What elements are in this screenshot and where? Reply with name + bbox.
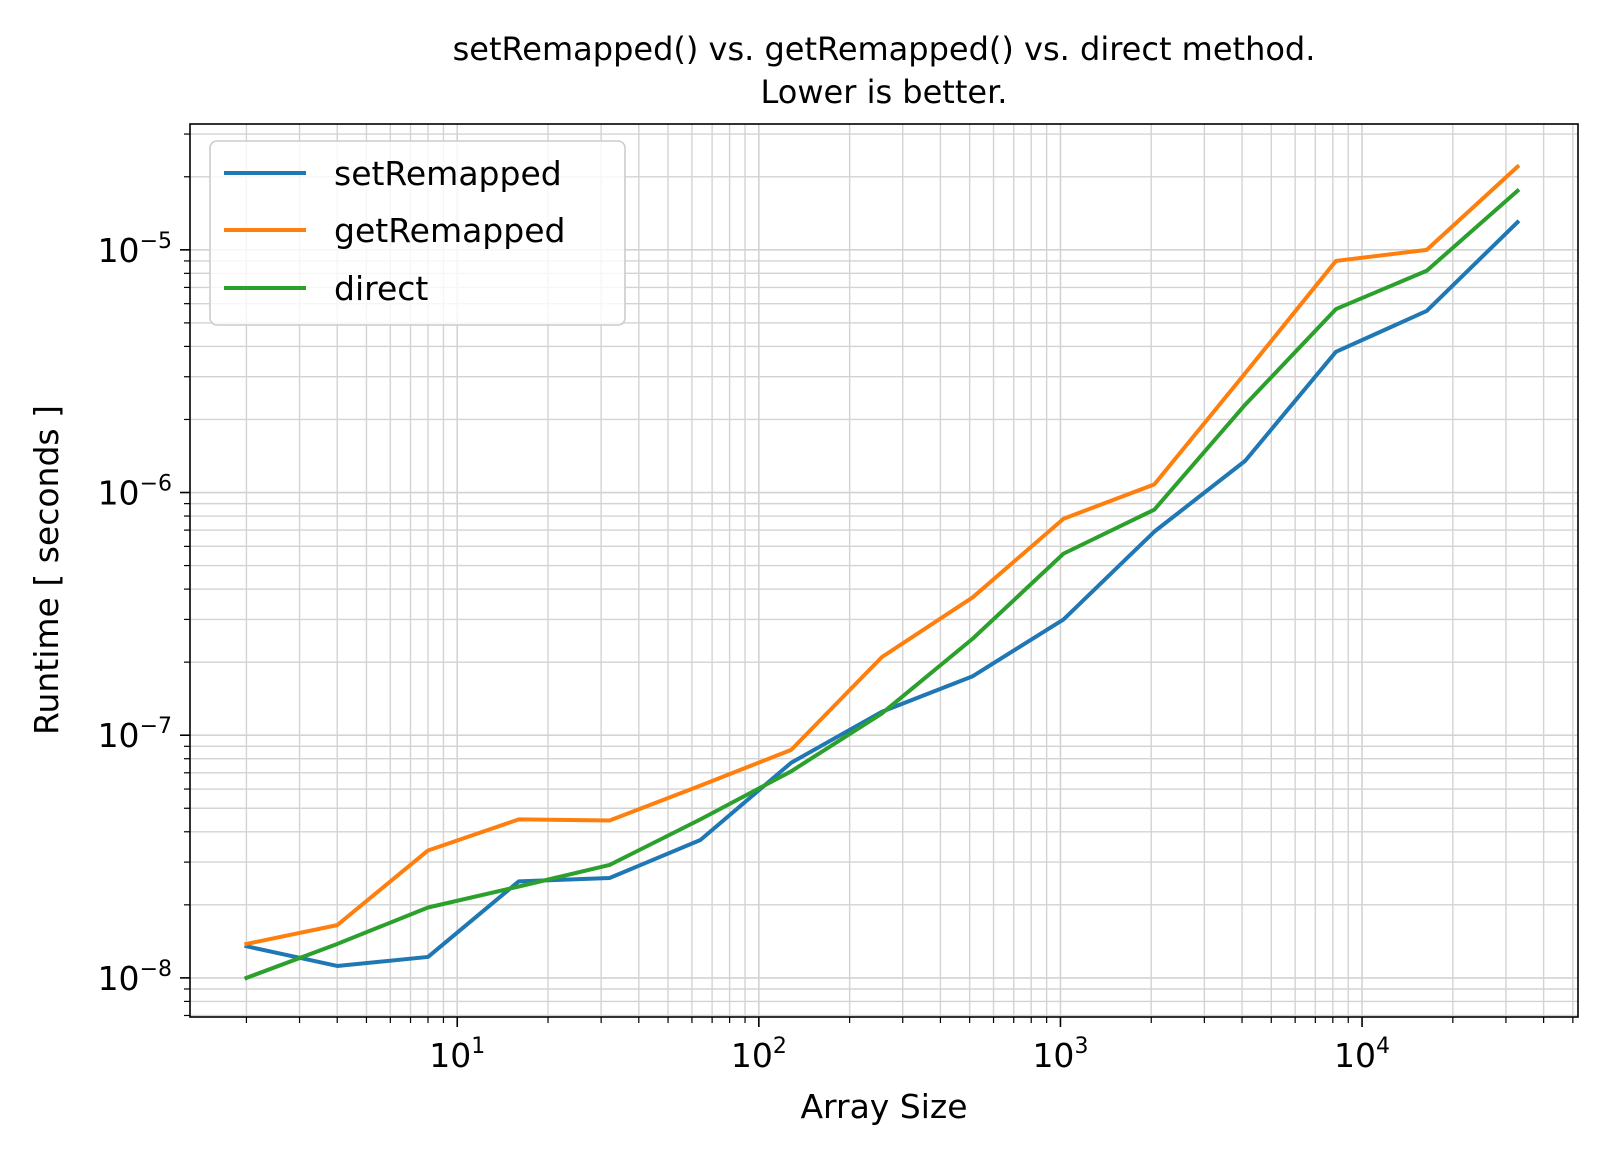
plot-frame — [189, 123, 1579, 1018]
series-lines — [243, 163, 1521, 981]
legend-label-getremapped: getRemapped — [334, 211, 565, 250]
series-line-direct — [243, 188, 1521, 981]
series-line-setremapped — [244, 219, 1521, 968]
tick-labels: 101 102 103 104 10−8 10−7 10−6 10−5 — [98, 229, 1390, 1075]
legend-label-direct: direct — [334, 269, 428, 308]
y-tick-label: 10−5 — [98, 229, 172, 270]
legend-label-setremapped: setRemapped — [334, 154, 562, 193]
y-axis-label: Runtime [ seconds ] — [27, 405, 66, 735]
chart-subtitle: Lower is better. — [761, 73, 1008, 111]
legend: setRemapped getRemapped direct — [209, 140, 626, 326]
series-line-getremapped — [244, 163, 1521, 947]
x-tick-label: 103 — [1032, 1034, 1088, 1075]
legend-box — [209, 140, 626, 326]
x-tick-label: 102 — [731, 1034, 787, 1075]
chart-title: setRemapped() vs. getRemapped() vs. dire… — [453, 30, 1316, 68]
axis-ticks — [180, 133, 1574, 1027]
y-tick-label: 10−6 — [98, 472, 172, 513]
x-axis-label: Array Size — [800, 1087, 967, 1126]
x-tick-label: 104 — [1334, 1034, 1390, 1075]
y-tick-label: 10−7 — [98, 714, 172, 755]
x-tick-label: 101 — [429, 1034, 485, 1075]
y-tick-label: 10−8 — [98, 957, 172, 998]
